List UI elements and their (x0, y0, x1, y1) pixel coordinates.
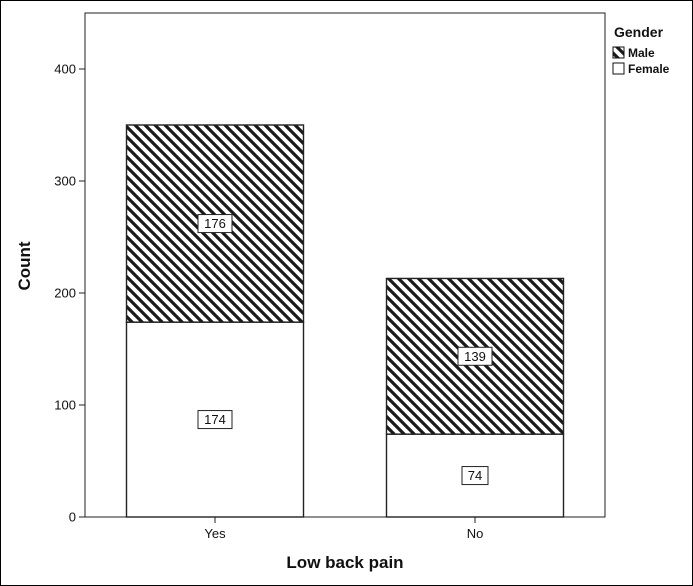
legend-entry-female: Female (612, 62, 670, 76)
data-label-female-yes: 174 (197, 410, 233, 430)
legend: Gender Male Female (612, 24, 670, 76)
x-axis-title: Low back pain (286, 553, 403, 572)
legend-label-male: Male (628, 46, 655, 60)
y-tick-label: 400 (54, 62, 76, 77)
legend-label-female: Female (628, 62, 670, 76)
y-axis: 0 100 200 300 400 (54, 62, 85, 525)
y-tick-label: 200 (54, 286, 76, 301)
data-label-box (461, 466, 489, 486)
data-label-text: 176 (204, 216, 226, 231)
y-axis-title: Count (15, 241, 34, 290)
y-tick-label: 300 (54, 174, 76, 189)
y-tick-label: 100 (54, 398, 76, 413)
legend-title: Gender (614, 24, 664, 40)
x-axis: Yes No (204, 517, 483, 541)
legend-swatch-male (612, 46, 625, 59)
data-label-male-yes: 176 (197, 214, 233, 234)
legend-swatch-female (612, 62, 625, 75)
data-label-female-no: 74 (461, 466, 489, 486)
data-label-text: 174 (204, 412, 226, 427)
data-label-box (197, 214, 233, 234)
y-tick-label: 0 (69, 510, 76, 525)
data-label-text: 74 (468, 468, 482, 483)
data-label-box (457, 346, 493, 366)
x-tick-label-yes: Yes (204, 526, 226, 541)
data-label-text: 139 (464, 349, 486, 364)
data-labels: 174 176 74 139 (197, 214, 493, 486)
data-label-male-no: 139 (457, 346, 493, 366)
data-label-box (197, 410, 233, 430)
x-tick-label-no: No (467, 526, 484, 541)
legend-entry-male: Male (612, 46, 655, 60)
